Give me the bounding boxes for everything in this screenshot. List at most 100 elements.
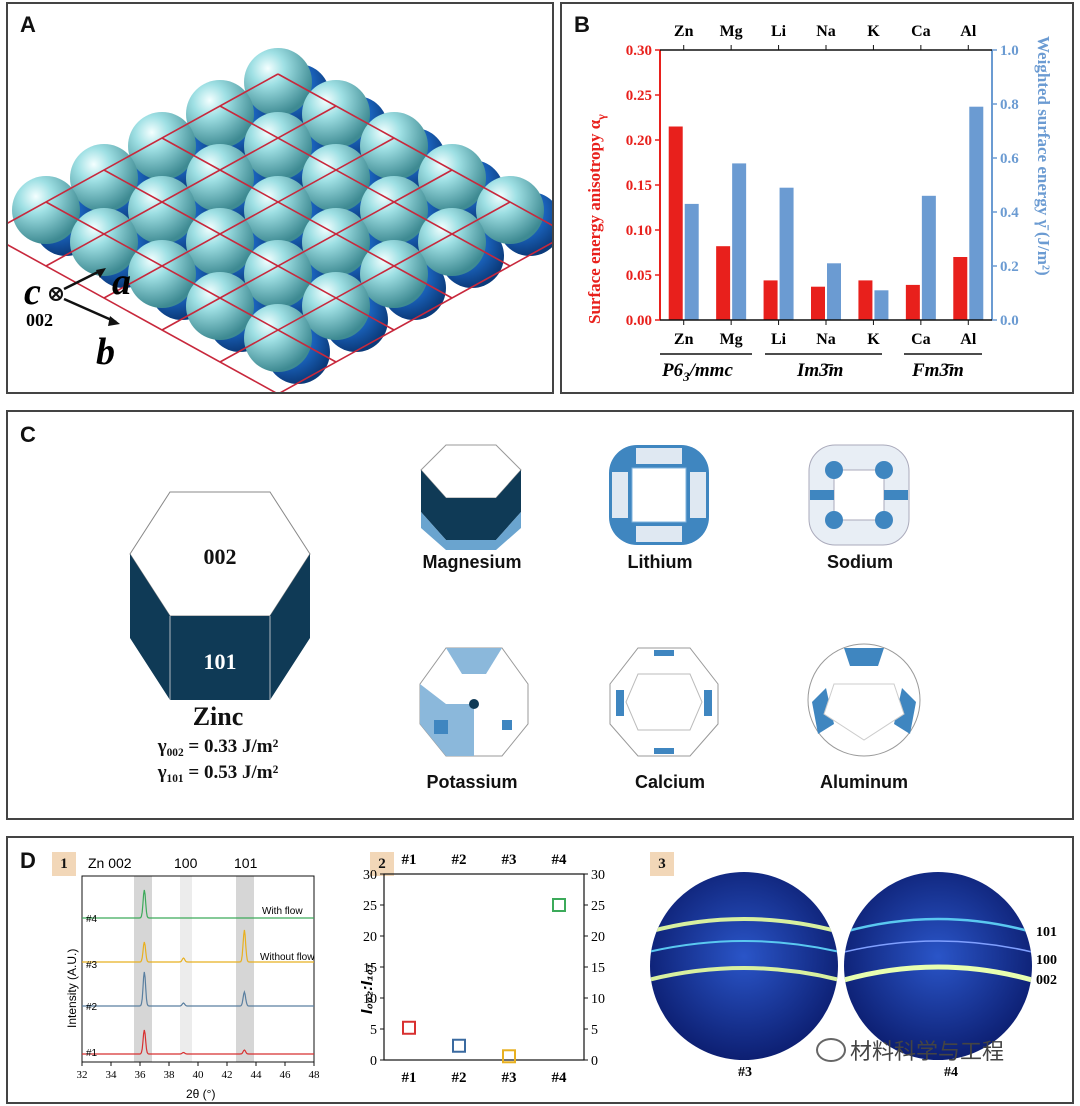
unit-cell-grid [8,73,552,392]
atom-sphere-light [302,208,370,276]
right-tick-label: 0.4 [1000,205,1019,221]
atom-sphere-light [244,48,312,116]
atom-sphere-light [12,176,80,244]
ring-label-100: 100 [1036,953,1057,968]
panel-d: D 1 2 3 Zn 002 100 101 #4 #3 #2 #1 With … [6,836,1074,1104]
left-tick-label: 0.00 [626,313,652,329]
trace-label-2: #2 [86,1002,98,1013]
xrd-trace [82,889,314,919]
ratio-xtick-bottom: #4 [552,1070,568,1086]
peak-label-100: 100 [174,855,198,871]
watermark-text: 材料科学与工程 [850,1040,1005,1065]
ring-label-002: 002 [1036,973,1057,988]
atom-sphere-light [418,208,486,276]
atom-sphere-light [244,176,312,244]
atom-sphere-light [186,144,254,212]
category-label-bottom: Na [816,331,836,348]
panel-c-label: C [20,422,36,447]
trace-label-3: #3 [86,960,98,971]
bar-weighted-energy [969,106,984,320]
atom-sphere-light [360,240,428,308]
ring-label-101: 101 [1036,925,1057,940]
bar-weighted-energy [684,203,699,320]
aluminum-label: Aluminum [820,772,908,792]
atom-sphere-light [418,144,486,212]
intensity-ratio-plot: 0 0 5 5 10 10 15 15 20 20 25 25 30 30 #1 #1 #2 #2 #3 #3 #4 #4… [359,852,605,1086]
surface-energy-chart: 0.00 0.05 0.10 0.15 0.20 0.25 0.30 0.0 0.2 0.4 0.6… [585,23,1053,384]
right-tick-label: 0.2 [1000,259,1019,275]
atom-spheres [12,48,552,384]
panel-c: C 002 101 Zinc γ₀₀₂ = 0.33 J/m² γ₁₀₁ = 0… [6,410,1074,820]
left-tick-label: 0.30 [626,43,652,59]
category-label-bottom: Ca [911,331,931,348]
category-label-bottom: Li [771,331,787,348]
xrd-xtick-label: 34 [106,1069,118,1081]
zinc-lattice-illustration: c a b 002 [8,48,552,392]
bar-anisotropy [811,286,825,320]
axis-indicator: c a b 002 [24,261,131,373]
face-002-label: 002 [204,544,237,569]
calcium-label: Calcium [634,772,706,792]
lithium-label: Lithium [627,552,693,572]
left-tick-label: 0.20 [626,133,652,149]
ratio-ytick-right: 10 [591,992,605,1007]
group-label-p63mmc: P63/mmc [661,360,733,384]
category-label-bottom: K [867,331,880,348]
atom-sphere-light [186,208,254,276]
xrd-xtick-label: 32 [77,1069,88,1081]
group-label-im3m: Im3̄m [796,360,843,381]
left-tick-label: 0.05 [626,268,652,284]
aluminum-crystal [807,643,921,757]
xrd-xlabel: 2θ (°) [186,1087,215,1101]
zinc-name: Zinc [192,702,244,731]
ratio-ytick-left: 10 [363,992,377,1007]
left-tick-label: 0.25 [626,88,652,104]
bar-weighted-energy [732,163,747,320]
xrd-trace [82,1029,314,1055]
ratio-ytick-right: 20 [591,930,605,945]
xrd-pattern-plot: Zn 002 100 101 #4 #3 #2 #1 With flow Wit… [65,855,320,1101]
panel-a: A c a b 002 [6,2,554,394]
ratio-ytick-right: 25 [591,899,605,914]
ratio-point [452,1038,466,1053]
xrd-xtick-label: 38 [164,1069,176,1081]
bar-weighted-energy [874,290,889,320]
category-label-bottom: Mg [720,331,743,348]
ratio-ytick-right: 0 [591,1054,598,1069]
atom-sphere-light [302,144,370,212]
xrd-xtick-label: 44 [251,1069,263,1081]
subpanel-2-tag: 2 [370,852,394,876]
category-label-top: Mg [720,23,743,40]
axis-c-plane-label: 002 [26,310,53,330]
atom-sphere-light [128,240,196,308]
bar-weighted-energy [827,263,841,320]
y-axis-label-left: Surface energy anisotropy αγ [585,114,608,324]
ratio-ytick-left: 25 [363,899,377,914]
category-label-top: Na [816,23,836,40]
xrd-trace [82,929,314,963]
magnesium-crystal [420,444,522,550]
gamma-101: γ₁₀₁ = 0.53 J/m² [157,762,279,783]
category-label-bottom: Al [960,331,977,348]
panel-b: B 0.00 0.05 0.10 0.15 0.20 0.25 0.30 0.0 0.2 0.4 0… [560,2,1074,394]
image-caption-4: #4 [944,1065,958,1080]
bar-anisotropy [716,246,731,320]
atom-sphere-light [244,240,312,308]
left-tick-label: 0.15 [626,178,652,194]
subpanel-1-tag: 1 [52,852,76,876]
potassium-label: Potassium [426,772,518,792]
ratio-point [552,898,566,912]
trace-label-1: #1 [86,1048,98,1059]
peak-label-002: Zn 002 [88,855,132,871]
atom-sphere-light [302,272,370,340]
y-axis-label-right: Weighted surface energy γ̄ (J/m²) [1034,36,1053,276]
axis-b-label: b [96,331,115,373]
category-label-top: Li [771,23,787,40]
note-with-flow: With flow [262,906,303,917]
potassium-crystal [419,647,529,757]
xrd-ylabel: Intensity (A.U.) [65,949,79,1028]
ratio-xtick-bottom: #1 [402,1070,417,1086]
right-tick-label: 0.6 [1000,151,1019,167]
right-tick-label: 0.0 [1000,313,1019,329]
ratio-ytick-right: 5 [591,1023,598,1038]
